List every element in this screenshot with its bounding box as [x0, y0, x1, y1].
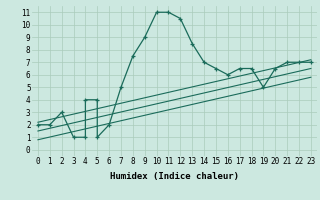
X-axis label: Humidex (Indice chaleur): Humidex (Indice chaleur) — [110, 172, 239, 181]
